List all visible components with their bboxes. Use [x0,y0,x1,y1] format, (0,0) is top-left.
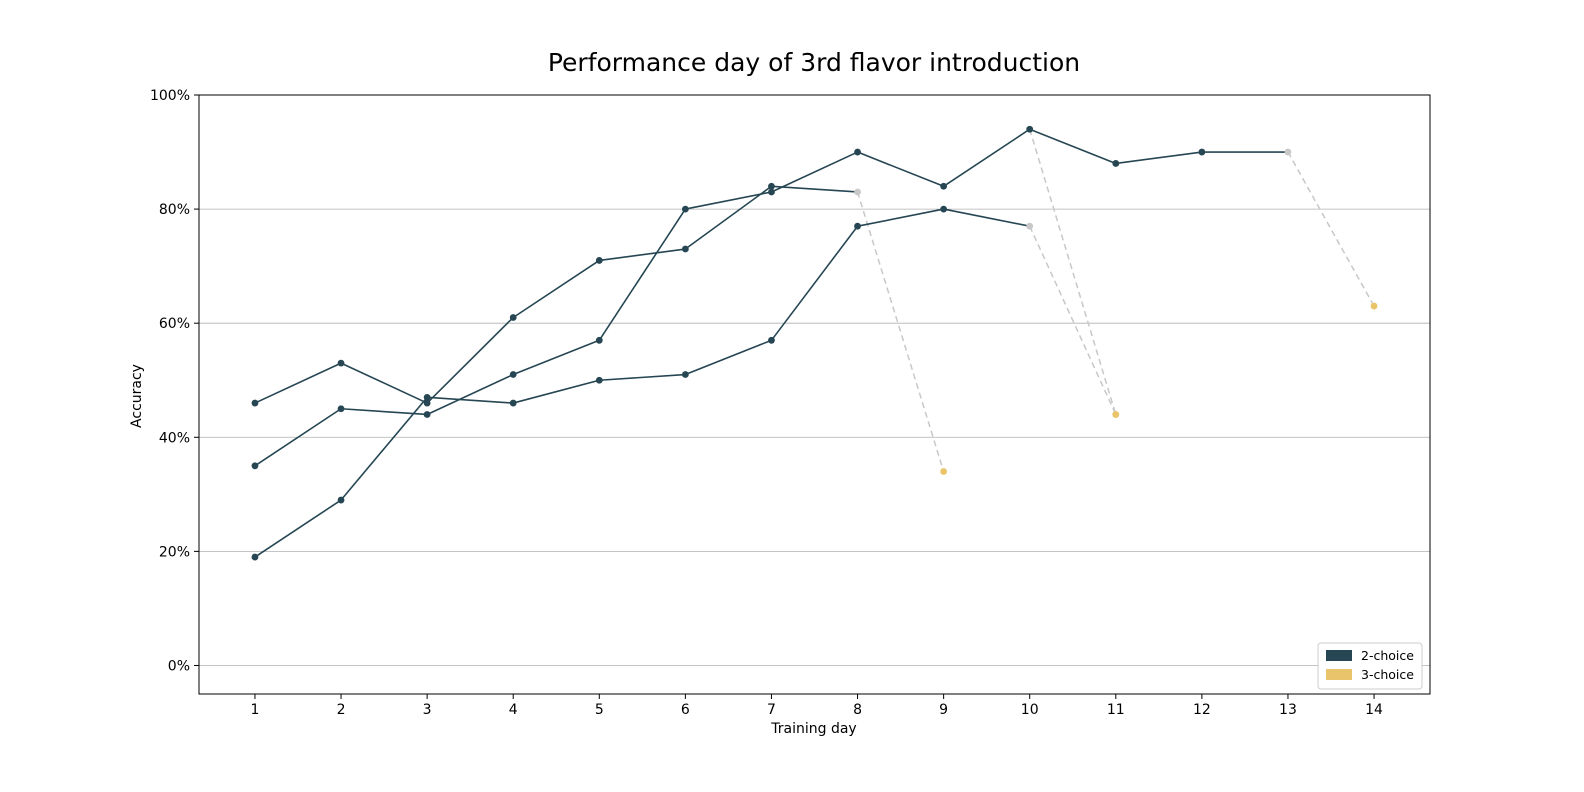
two-choice-point [337,359,345,367]
three-choice-point [1370,302,1378,310]
two-choice-point [940,182,948,190]
data-points [251,125,1378,561]
x-tick-label: 2 [337,702,346,718]
y-tick-label: 60% [159,316,190,332]
two-choice-point [681,371,689,378]
two-choice-point [768,182,775,190]
two-choice-point [595,257,603,264]
y-tick-label: 0% [168,658,190,674]
x-tick-label: 3 [423,702,432,718]
two-choice-point [681,245,689,253]
two-choice-point [509,371,517,378]
y-tick-label: 80% [159,202,190,218]
two-choice-point [509,314,517,321]
x-axis-ticks: 1 2 3 4 5 6 7 8 9 10 11 12 13 14 [250,694,1383,718]
legend-swatch-2-choice [1326,650,1352,661]
x-tick-label: 11 [1107,702,1125,718]
two-choice-point [1198,148,1206,156]
transition-point [1026,222,1034,230]
two-choice-point [251,462,259,470]
two-choice-point [423,399,431,407]
series-line-3 [254,208,1030,558]
legend-label-3-choice: 3-choice [1361,667,1414,682]
transition-connector-3 [1029,225,1117,415]
y-tick-label: 20% [159,544,190,560]
two-choice-point [423,393,431,401]
transition-connector-1 [856,191,945,472]
legend-label-2-choice: 2-choice [1361,648,1414,663]
x-tick-label: 10 [1021,702,1039,718]
legend: 2-choice 3-choice [1317,642,1423,690]
three-choice-point [940,468,948,475]
two-choice-point [768,188,775,196]
two-choice-point [509,399,517,407]
three-choice-point [1112,411,1120,418]
two-choice-point [768,336,775,344]
x-tick-label: 7 [767,702,776,718]
two-choice-point [595,376,603,384]
x-axis-label: Training day [770,721,856,737]
two-choice-point [595,336,603,344]
y-axis-ticks: 0% 20% 40% 60% 80% 100% [150,88,199,674]
x-tick-label: 12 [1193,702,1211,718]
x-tick-label: 13 [1279,702,1297,718]
two-choice-point [1112,160,1120,167]
series-lines [254,128,1288,558]
two-choice-point [854,148,861,156]
two-choice-point [337,496,345,504]
x-tick-label: 5 [595,702,604,718]
two-choice-point [940,205,948,213]
transition-connector-4 [1287,151,1375,307]
x-tick-label: 9 [939,702,948,718]
x-tick-label: 14 [1365,702,1383,718]
two-choice-point [423,411,431,418]
y-tick-label: 40% [159,430,190,446]
y-tick-label: 100% [150,88,190,104]
chart-title: Performance day of 3rd flavor introducti… [548,48,1080,77]
grid-lines [199,94,1430,666]
transition-connectors [856,129,1375,472]
two-choice-point [681,205,689,213]
two-choice-point [251,553,259,561]
series-line-1 [254,185,858,404]
plot-area [198,94,1431,695]
series-line-2 [254,128,1031,467]
transition-connector-2 [1028,129,1117,415]
transition-point [1284,148,1292,156]
legend-swatch-3-choice [1326,669,1352,680]
two-choice-point [1026,125,1034,133]
x-tick-label: 4 [509,702,518,718]
x-tick-label: 6 [681,702,690,718]
transition-point [854,188,861,196]
x-tick-label: 1 [250,702,259,718]
y-axis-label: Accuracy [129,364,145,428]
x-tick-label: 8 [853,702,862,718]
two-choice-point [854,222,861,230]
two-choice-point [337,405,345,413]
two-choice-point [251,399,259,407]
series-line-4 [1029,128,1288,165]
